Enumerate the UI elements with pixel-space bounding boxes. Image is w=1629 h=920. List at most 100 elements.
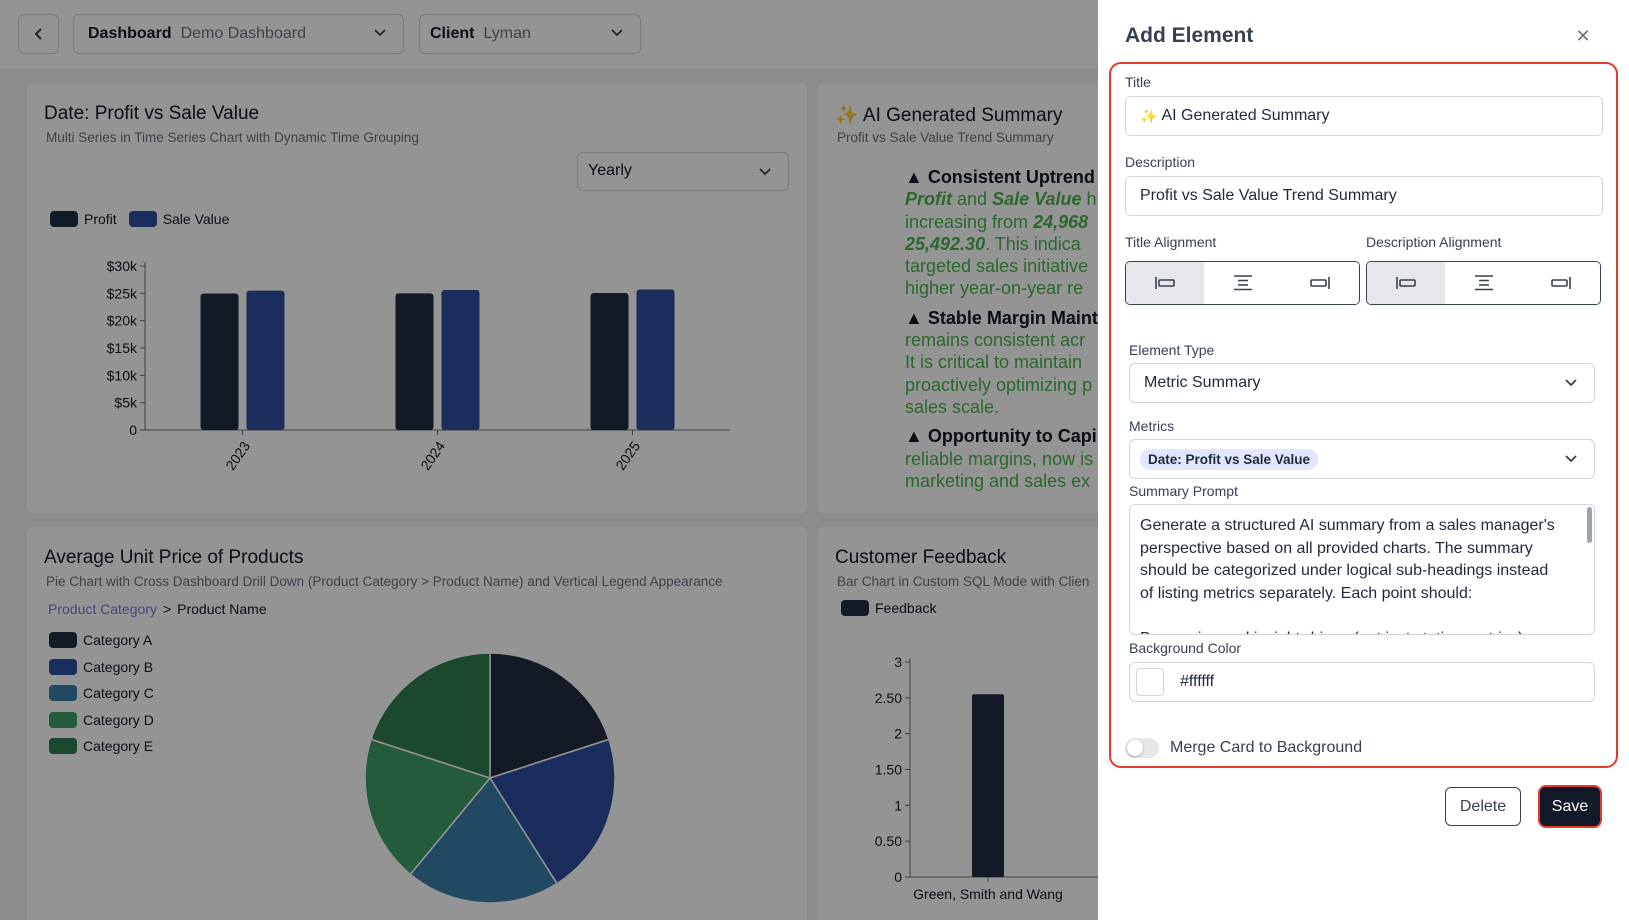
feedback-bar-chart: 0 0.50 1 1.50 2 2.50 3 Green, Smith and Wang <box>875 654 1098 902</box>
toggle-knob <box>1127 740 1143 756</box>
align-left-icon <box>1396 277 1416 289</box>
summary-text: higher year-on-year re <box>905 278 1084 299</box>
y-tick-label: $10k <box>107 367 138 383</box>
modal-backdrop[interactable] <box>0 0 1098 920</box>
pie-legend-item: Category C <box>49 680 154 707</box>
summary-prompt-textarea[interactable]: Generate a structured AI summary from a … <box>1129 504 1595 635</box>
y-tick-label: 2.50 <box>875 690 902 706</box>
merge-card-toggle[interactable] <box>1125 738 1159 758</box>
chevron-left-icon <box>34 28 42 40</box>
color-swatch[interactable] <box>1136 668 1164 696</box>
dashboard-select-value: Demo Dashboard <box>180 25 306 42</box>
background-color-input[interactable]: #ffffff <box>1129 662 1595 702</box>
pie-legend: Category A Category B Category C Category D… <box>49 627 154 760</box>
save-button[interactable]: Save <box>1538 785 1602 828</box>
client-select[interactable]: Client Lyman <box>419 14 641 54</box>
pie-slice-c <box>409 776 559 904</box>
card-subtitle: Bar Chart in Custom SQL Mode with Clien <box>837 574 1090 589</box>
y-tick-label: $15k <box>107 340 138 356</box>
feedback-card: Customer Feedback Bar Chart in Custom SQ… <box>818 527 1118 920</box>
align-center-icon <box>1233 275 1252 291</box>
card-subtitle: Multi Series in Time Series Chart with D… <box>46 130 419 145</box>
legend-swatch <box>49 632 77 649</box>
background-color-value: #ffffff <box>1180 673 1215 690</box>
highlight-frame <box>1109 62 1618 768</box>
description-input-value: Profit vs Sale Value Trend Summary <box>1140 187 1397 204</box>
client-select-value: Lyman <box>483 25 531 42</box>
legend-label: Category E <box>83 738 154 755</box>
element-type-select[interactable]: Metric Summary <box>1129 363 1595 403</box>
pie-legend-item: Category A <box>49 627 154 654</box>
title-input[interactable]: ✨ AI Generated Summary <box>1125 96 1603 136</box>
legend-label: Category A <box>83 632 153 649</box>
title-align-center-button[interactable] <box>1203 262 1282 304</box>
description-alignment-label: Description Alignment <box>1366 234 1502 250</box>
chevron-down-icon <box>611 29 623 37</box>
description-align-center-button[interactable] <box>1444 262 1523 304</box>
chevron-down-icon <box>1565 455 1577 463</box>
background-color-label: Background Color <box>1129 640 1242 656</box>
summary-text: remains consistent acr <box>905 330 1086 351</box>
legend-label: Category C <box>83 685 154 702</box>
description-input[interactable]: Profit vs Sale Value Trend Summary <box>1125 176 1603 216</box>
card-title: Customer Feedback <box>835 547 1007 568</box>
legend: Feedback <box>841 600 936 616</box>
legend-swatch <box>49 711 77 728</box>
description-align-right-button[interactable] <box>1522 262 1600 304</box>
chevron-down-icon <box>374 29 386 37</box>
element-type-value: Metric Summary <box>1144 374 1261 391</box>
card-title: AI Generated Summary <box>862 105 1063 126</box>
description-alignment-group <box>1366 261 1601 305</box>
summary-heading: ▲ Consistent Uptrend <box>905 167 1095 187</box>
breadcrumb-product-category[interactable]: Product Category <box>48 601 157 617</box>
legend-swatch <box>49 738 77 755</box>
legend-label: Category B <box>83 658 154 675</box>
legend-label-profit: Profit <box>84 211 117 227</box>
bar-sale-value <box>441 290 480 430</box>
delete-button[interactable]: Delete <box>1445 787 1521 826</box>
metrics-label: Metrics <box>1129 418 1175 434</box>
summary-prompt-label: Summary Prompt <box>1129 483 1238 499</box>
summary-text: It is critical to maintain <box>905 352 1083 373</box>
title-align-right-button[interactable] <box>1281 262 1359 304</box>
ai-summary-card: ✨ AI Generated Summary Profit vs Sale Va… <box>818 83 1118 513</box>
summary-emphasis: 25,492.30 <box>905 233 986 254</box>
sparkle-icon: ✨ <box>835 105 859 126</box>
bar-profit <box>200 293 239 430</box>
summary-heading: ▲ Stable Margin Maint <box>905 307 1098 328</box>
summary-emphasis: 24,968 <box>1033 211 1089 232</box>
title-align-left-button[interactable] <box>1126 262 1204 304</box>
summary-text: and <box>957 189 988 210</box>
y-tick-label: $25k <box>107 285 138 301</box>
breadcrumb-product-name: Product Name <box>177 601 267 617</box>
close-icon[interactable]: ✕ <box>1575 26 1591 46</box>
bar-feedback <box>972 694 1004 877</box>
sparkle-icon: ✨ <box>1140 107 1158 124</box>
summary-text: increasing from <box>905 211 1029 232</box>
back-button[interactable] <box>18 14 59 54</box>
legend-swatch-sale-value <box>128 211 157 227</box>
dashboard-select[interactable]: Dashboard Demo Dashboard <box>73 14 404 54</box>
metrics-select[interactable]: Date: Profit vs Sale Value <box>1129 439 1595 479</box>
description-align-left-button[interactable] <box>1367 262 1445 304</box>
pie-slice-a <box>489 652 610 780</box>
legend: Profit Sale Value <box>50 211 229 227</box>
pie-legend-item: Category B <box>49 654 154 681</box>
y-tick-label: $30k <box>107 258 138 274</box>
chevron-down-icon <box>1565 379 1577 387</box>
textarea-scrollbar[interactable] <box>1587 507 1592 543</box>
pie-slice-e <box>370 652 491 780</box>
summary-text: reliable margins, now is <box>905 448 1094 469</box>
metric-chip[interactable]: Date: Profit vs Sale Value <box>1140 448 1319 470</box>
merge-card-label: Merge Card to Background <box>1170 739 1363 756</box>
bar-sale-value <box>246 290 285 430</box>
bar-profit <box>395 293 434 430</box>
title-input-value: AI Generated Summary <box>1161 107 1330 124</box>
time-grouping-select[interactable]: Yearly <box>577 152 789 191</box>
element-type-label: Element Type <box>1129 342 1215 358</box>
legend-swatch-feedback <box>841 600 869 616</box>
drawer-title: Add Element <box>1125 24 1254 47</box>
card-title: Average Unit Price of Products <box>44 547 304 568</box>
client-select-label: Client <box>430 25 475 42</box>
